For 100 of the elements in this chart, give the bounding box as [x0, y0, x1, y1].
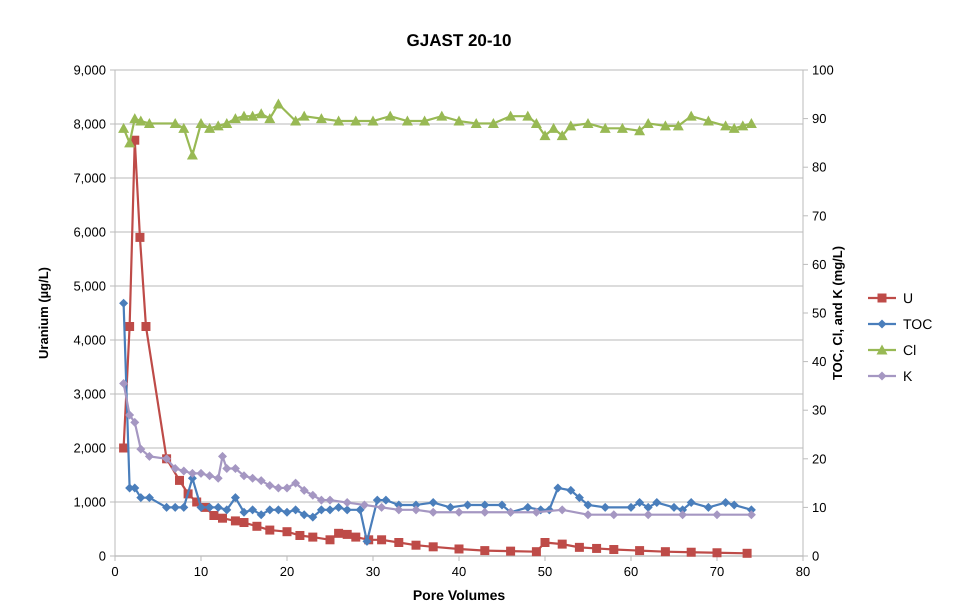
- point: [316, 113, 327, 124]
- point: [144, 118, 155, 128]
- point: [162, 502, 172, 512]
- point: [290, 116, 302, 126]
- y2-tick-label: 100: [812, 62, 834, 78]
- point: [626, 502, 636, 512]
- point: [186, 150, 198, 160]
- point: [170, 502, 180, 512]
- point: [419, 116, 430, 126]
- point: [523, 502, 532, 512]
- point: [342, 498, 352, 508]
- point: [356, 505, 365, 514]
- point: [274, 505, 283, 514]
- point: [333, 116, 344, 126]
- point: [565, 120, 576, 130]
- y-tick-label: 1,000: [73, 494, 106, 510]
- y2-tick-label: 60: [812, 256, 826, 272]
- point: [540, 130, 550, 140]
- point: [720, 120, 732, 130]
- y-tick-label: 2,000: [73, 440, 106, 456]
- y-tick-label: 0: [98, 548, 106, 564]
- point: [136, 444, 146, 454]
- point: [506, 546, 516, 556]
- point: [712, 510, 722, 520]
- point: [298, 110, 310, 121]
- point: [274, 483, 283, 492]
- point: [574, 493, 584, 502]
- point: [308, 512, 318, 522]
- point: [540, 538, 550, 547]
- y-tick-label: 3,000: [73, 386, 106, 402]
- point: [548, 122, 560, 133]
- point: [746, 510, 756, 520]
- point: [480, 508, 490, 517]
- point: [334, 528, 344, 538]
- y2-axis-title: TOC, Cl, and K (mg/L): [830, 246, 845, 380]
- point: [248, 505, 258, 514]
- point: [135, 232, 144, 242]
- point: [264, 113, 276, 124]
- point: [125, 410, 134, 420]
- point: [470, 118, 482, 128]
- y2-tick-label: 20: [812, 451, 826, 466]
- point: [582, 118, 594, 128]
- point: [600, 502, 610, 512]
- point: [394, 538, 404, 547]
- point: [532, 547, 541, 556]
- point: [584, 500, 592, 510]
- point: [454, 508, 464, 517]
- point: [230, 113, 241, 124]
- point: [609, 545, 618, 554]
- point: [351, 532, 360, 542]
- point: [240, 518, 248, 528]
- point: [205, 471, 214, 480]
- point: [178, 122, 190, 133]
- chart-title: GJAST 20-10: [406, 31, 512, 50]
- point: [179, 466, 188, 476]
- point: [326, 496, 334, 505]
- point: [377, 502, 386, 512]
- y2-tick-label: 50: [812, 306, 826, 320]
- point: [505, 110, 516, 121]
- x-tick-label: 0: [111, 564, 119, 579]
- point: [480, 546, 490, 556]
- y2-tick-label: 90: [812, 111, 826, 126]
- point: [265, 481, 274, 490]
- y2-tick-label: 40: [812, 354, 826, 370]
- point: [214, 474, 223, 483]
- point: [686, 548, 696, 557]
- point: [214, 502, 223, 512]
- point: [316, 496, 326, 505]
- legend-label: K: [903, 368, 913, 384]
- y-tick-label: 4,000: [73, 332, 106, 348]
- point: [240, 471, 248, 480]
- point: [119, 444, 128, 452]
- point: [436, 110, 448, 121]
- point: [730, 500, 739, 510]
- x-tick-label: 70: [710, 564, 724, 579]
- point: [498, 500, 506, 510]
- point: [704, 502, 713, 512]
- point: [300, 486, 309, 495]
- point: [377, 535, 386, 544]
- point: [265, 505, 274, 514]
- point: [230, 516, 240, 526]
- point: [566, 486, 576, 495]
- point: [334, 502, 344, 512]
- point: [428, 542, 438, 552]
- point: [272, 98, 284, 109]
- point: [574, 542, 584, 552]
- point: [230, 493, 240, 502]
- point: [454, 544, 464, 554]
- point: [196, 118, 206, 128]
- point: [144, 452, 154, 461]
- point: [124, 137, 136, 148]
- point: [609, 510, 618, 520]
- legend-label: U: [903, 290, 914, 306]
- point: [240, 508, 248, 517]
- point: [678, 510, 688, 520]
- point: [326, 535, 334, 544]
- x-axis-title: Pore Volumes: [412, 587, 506, 603]
- point: [326, 505, 334, 514]
- point: [428, 498, 438, 508]
- point: [384, 110, 396, 121]
